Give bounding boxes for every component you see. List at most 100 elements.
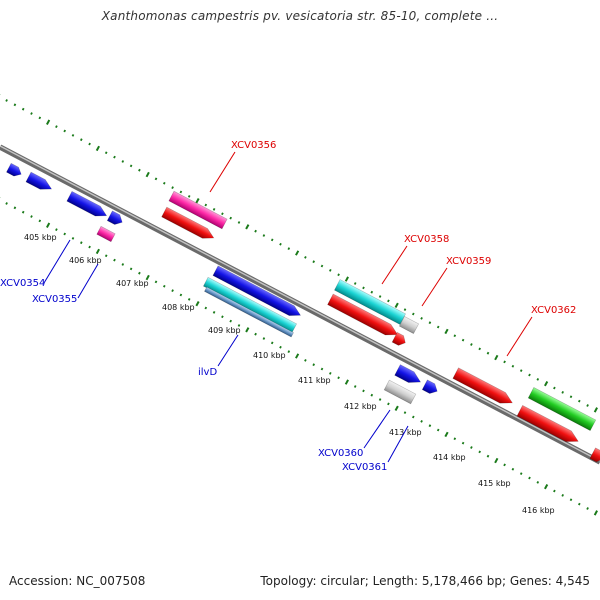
gene-label-xcv0355[interactable]: XCV0355: [32, 294, 77, 305]
tick-mark: [304, 358, 307, 362]
tick-mark: [544, 484, 549, 490]
gene-xcv0360[interactable]: [394, 364, 424, 388]
gene-xcv0358-b[interactable]: [398, 316, 420, 334]
tick-mark: [519, 369, 523, 373]
gene-label-xcv0362[interactable]: XCV0362: [531, 305, 576, 316]
gene-xcv0354[interactable]: [66, 190, 109, 220]
tick-mark: [578, 399, 581, 403]
gene-ilvd[interactable]: [212, 265, 303, 320]
tick-mark: [553, 489, 556, 493]
tick-mark: [353, 385, 357, 388]
tick-mark: [262, 234, 266, 237]
tick-mark: [312, 260, 316, 264]
tick-mark: [138, 271, 141, 275]
tick-mark: [403, 308, 407, 312]
tick-mark: [145, 171, 150, 178]
tick-mark: [370, 290, 374, 294]
tick-mark: [71, 133, 75, 137]
tick-mark: [586, 507, 589, 510]
tick-mark: [229, 319, 233, 323]
tick-mark: [195, 301, 200, 307]
gene-xcv0361[interactable]: [383, 379, 417, 405]
tick-mark: [46, 222, 51, 228]
tick-mark: [88, 245, 91, 249]
tick-mark: [212, 207, 216, 211]
gene-xcv0364[interactable]: [516, 404, 581, 446]
gene-ilvd-c[interactable]: [204, 286, 294, 338]
tick-mark: [328, 268, 332, 272]
tick-mark: [337, 376, 340, 380]
gene-label-xcv0358[interactable]: XCV0358: [404, 234, 449, 245]
gene-xcv0353[interactable]: [25, 171, 54, 194]
tick-mark: [171, 289, 174, 293]
tick-mark: [5, 202, 8, 205]
kbp-label: 408 kbp: [162, 303, 195, 312]
tick-mark: [370, 393, 374, 397]
gene-xcv0356[interactable]: [168, 190, 228, 230]
tick-mark: [79, 241, 83, 245]
tick-mark: [129, 164, 133, 168]
tick-mark: [519, 472, 523, 476]
tick-mark: [344, 379, 349, 385]
tick-mark: [444, 431, 449, 438]
tick-mark: [71, 236, 75, 240]
gene-xcv0357[interactable]: [161, 206, 217, 243]
tick-mark: [394, 302, 399, 308]
gene-label-xcv0356[interactable]: XCV0356: [231, 140, 276, 151]
gene-xcv0355[interactable]: [96, 225, 116, 243]
gene-xcv0352[interactable]: [6, 162, 23, 178]
gene-xcv0355-a[interactable]: [106, 210, 125, 227]
kbp-label: 410 kbp: [253, 351, 286, 360]
tick-mark: [453, 334, 457, 338]
tick-mark: [279, 345, 282, 349]
tick-mark: [593, 510, 598, 516]
gene-xcv0362[interactable]: [452, 367, 515, 408]
leader-line: [209, 151, 236, 193]
tick-mark: [461, 441, 465, 445]
tick-mark: [171, 186, 174, 190]
kbp-labels: 405 kbp 406 kbp 407 kbp 408 kbp 409 kbp 410 k…: [24, 233, 555, 515]
gene-xcv0359-a[interactable]: [327, 293, 401, 340]
tick-rows: [0, 94, 598, 516]
gene-label-xcv0354[interactable]: XCV0354: [0, 278, 45, 289]
tick-mark: [55, 125, 58, 129]
tick-mark: [262, 337, 266, 340]
tick-mark: [328, 371, 332, 375]
gene-label-xcv0359[interactable]: XCV0359: [446, 256, 491, 267]
kbp-label: 414 kbp: [433, 453, 466, 462]
tick-mark: [212, 310, 216, 314]
tick-mark: [478, 450, 481, 454]
tick-mark: [237, 324, 241, 327]
tick-mark: [163, 284, 166, 288]
gene-xcv0359[interactable]: [391, 331, 408, 347]
tick-mark: [494, 457, 499, 464]
tick-mark: [470, 343, 473, 346]
tick-mark: [420, 419, 423, 423]
tick-mark: [494, 354, 499, 361]
gene-xcv0361-a[interactable]: [421, 379, 440, 396]
tick-mark: [13, 103, 17, 107]
kbp-label: 409 kbp: [208, 326, 241, 335]
gene-label-xcv0360[interactable]: XCV0360: [318, 448, 363, 459]
tick-mark: [88, 142, 91, 146]
tick-mark: [478, 347, 481, 351]
tick-mark: [486, 454, 490, 458]
gene-label-ilvd[interactable]: ilvD: [198, 367, 217, 378]
tick-mark: [362, 286, 365, 290]
tick-mark: [138, 168, 141, 172]
tick-mark: [337, 273, 340, 277]
tick-mark: [179, 293, 183, 297]
tick-mark: [536, 377, 540, 381]
leader-line: [381, 245, 408, 285]
gene-xcv0358[interactable]: [334, 279, 406, 325]
gene-label-xcv0361[interactable]: XCV0361: [342, 462, 387, 473]
tick-mark: [121, 263, 125, 266]
tick-mark: [204, 306, 208, 310]
tick-mark: [221, 315, 224, 319]
kbp-label: 406 kbp: [69, 256, 102, 265]
gene-xcv0363[interactable]: [527, 387, 597, 431]
tick-mark: [511, 467, 515, 471]
tick-mark: [245, 224, 250, 230]
kbp-label: 412 kbp: [344, 402, 377, 411]
